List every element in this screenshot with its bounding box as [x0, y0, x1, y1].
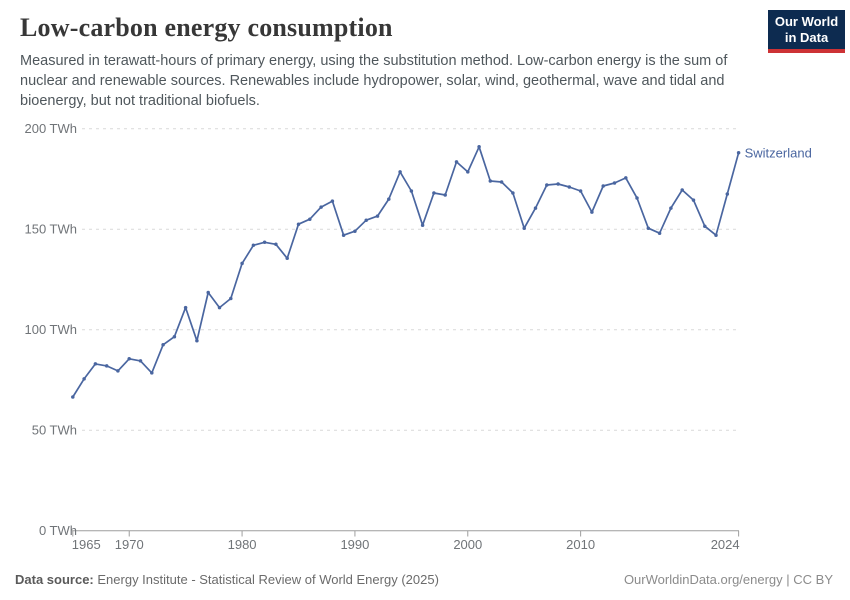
data-point[interactable] — [319, 205, 323, 209]
data-point[interactable] — [127, 357, 131, 361]
data-point[interactable] — [262, 240, 267, 245]
chart-subtitle: Measured in terawatt-hours of primary en… — [20, 51, 727, 111]
data-point[interactable] — [443, 193, 447, 197]
data-point[interactable] — [341, 233, 346, 237]
data-point[interactable] — [477, 145, 481, 149]
data-point[interactable] — [229, 296, 233, 301]
data-point[interactable] — [488, 179, 493, 183]
data-point[interactable] — [736, 151, 741, 155]
data-point[interactable] — [296, 222, 301, 226]
data-point[interactable] — [590, 210, 594, 214]
data-point[interactable] — [398, 170, 402, 174]
data-point[interactable] — [567, 185, 572, 189]
data-point[interactable] — [206, 290, 210, 295]
data-source: Data source: Energy Institute - Statisti… — [15, 572, 439, 587]
data-point[interactable] — [454, 160, 459, 164]
data-point[interactable] — [195, 339, 199, 343]
data-point[interactable] — [330, 199, 335, 203]
data-point[interactable] — [466, 170, 470, 174]
data-point[interactable] — [93, 362, 98, 366]
data-point[interactable] — [116, 369, 120, 373]
data-point[interactable] — [601, 184, 605, 188]
data-point[interactable] — [285, 256, 289, 261]
data-point[interactable] — [545, 183, 549, 187]
data-point[interactable] — [364, 218, 368, 222]
data-source-value: Energy Institute - Statistical Review of… — [97, 572, 439, 587]
y-axis-tick-label: 100 TWh — [24, 322, 77, 337]
y-axis-tick-label: 0 TWh — [39, 523, 77, 538]
data-point[interactable] — [703, 224, 707, 228]
data-point[interactable] — [432, 191, 436, 195]
data-point[interactable] — [104, 364, 109, 368]
data-point[interactable] — [691, 198, 696, 202]
data-point[interactable] — [420, 223, 425, 227]
data-point[interactable] — [375, 214, 380, 218]
x-axis-tick-label: 2010 — [566, 537, 595, 552]
x-axis-tick-label: 2024 — [711, 537, 740, 552]
data-point[interactable] — [680, 188, 684, 192]
series-end-label[interactable]: Switzerland — [745, 145, 812, 160]
x-axis-tick-label: 1965 — [72, 537, 101, 552]
subtitle-line: bioenergy, but not traditional biofuels. — [20, 93, 260, 109]
page-title: Low-carbon energy consumption — [20, 13, 393, 42]
data-point[interactable] — [725, 192, 730, 196]
data-point[interactable] — [511, 191, 515, 195]
x-axis-tick-label: 1990 — [340, 537, 369, 552]
y-axis-tick-label: 150 TWh — [24, 222, 77, 237]
subtitle-line: Measured in terawatt-hours of primary en… — [20, 53, 728, 69]
y-axis-tick-label: 50 TWh — [32, 423, 77, 438]
data-point[interactable] — [714, 233, 718, 237]
data-point[interactable] — [183, 305, 188, 310]
owid-logo-line2: in Data — [784, 30, 829, 45]
data-point[interactable] — [217, 305, 222, 310]
data-source-label: Data source: — [15, 572, 94, 587]
data-point[interactable] — [138, 359, 143, 363]
data-point[interactable] — [578, 189, 583, 193]
x-axis-tick-label: 1970 — [115, 537, 144, 552]
owid-logo-accent-bar — [768, 49, 845, 53]
data-point[interactable] — [353, 229, 357, 233]
data-point[interactable] — [387, 197, 391, 201]
owid-logo-text: Our World in Data — [768, 10, 845, 49]
attribution-link[interactable]: OurWorldinData.org/energy | CC BY — [623, 572, 833, 587]
data-point[interactable] — [409, 189, 414, 193]
data-point[interactable] — [308, 217, 312, 221]
chart-footer: Data source: Energy Institute - Statisti… — [15, 572, 833, 587]
data-point[interactable] — [161, 343, 165, 347]
data-point[interactable] — [612, 181, 617, 185]
subtitle-line: nuclear and renewable sources. Renewable… — [20, 73, 725, 89]
data-point[interactable] — [624, 176, 628, 180]
data-point[interactable] — [646, 226, 651, 230]
data-point[interactable] — [657, 231, 662, 235]
data-point[interactable] — [635, 196, 639, 200]
data-point[interactable] — [556, 182, 560, 186]
data-point[interactable] — [533, 206, 538, 210]
data-point[interactable] — [172, 334, 177, 339]
data-point[interactable] — [522, 226, 526, 230]
data-point[interactable] — [274, 242, 278, 247]
owid-logo[interactable]: Our World in Data — [768, 10, 845, 53]
owid-logo-line1: Our World — [774, 14, 839, 29]
data-point[interactable] — [240, 261, 244, 266]
x-axis-tick-label: 2000 — [453, 537, 482, 552]
data-line[interactable] — [71, 145, 740, 398]
data-point[interactable] — [82, 377, 86, 381]
data-point[interactable] — [499, 180, 504, 184]
x-axis-tick-label: 1980 — [228, 537, 257, 552]
y-axis-tick-label: 200 TWh — [24, 121, 77, 136]
data-point[interactable] — [150, 371, 154, 375]
data-point[interactable] — [71, 395, 75, 399]
data-point[interactable] — [251, 243, 256, 248]
data-point[interactable] — [669, 206, 673, 210]
